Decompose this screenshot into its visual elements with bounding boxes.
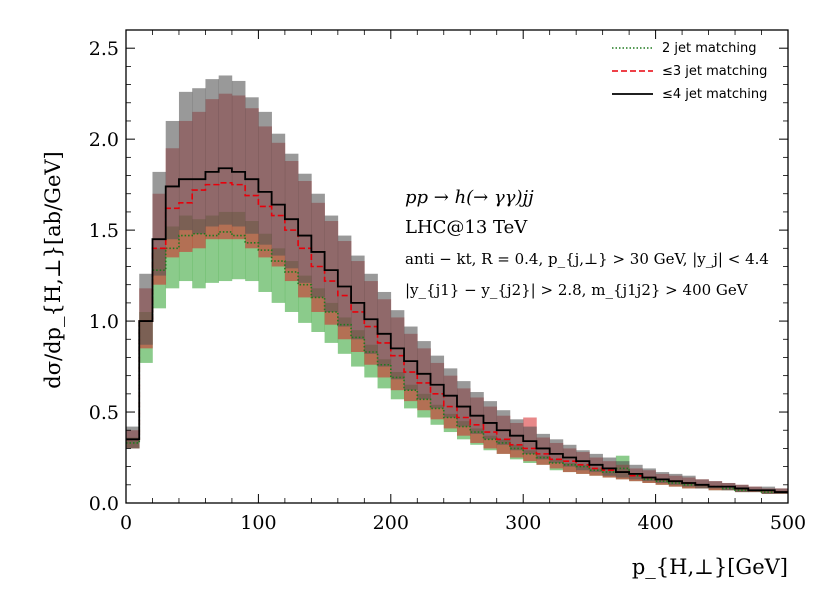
x-tick-label: 200 [373,512,409,534]
band-bin--4-jet-matching [298,173,312,283]
band-bin--4-jet-matching [496,410,511,445]
band-bin--4-jet-matching [245,97,259,234]
y-tick-label: 1.5 [89,220,119,242]
y-tick-label: 2.5 [89,38,119,60]
band-bin--4-jet-matching [231,80,246,227]
x-tick-label: 300 [505,512,541,534]
band-bin--4-jet-matching [258,111,272,245]
band-bin--4-jet-matching [324,215,339,312]
band-bin--4-jet-matching [152,171,167,276]
band-bin--4-jet-matching [178,91,193,231]
legend: 2 jet matching ≤3 jet matching ≤4 jet matc… [612,41,767,102]
band-bin--4-jet-matching [509,419,524,451]
band-bin--4-jet-matching [629,464,643,480]
axis-ticks [125,30,789,504]
annotation-collider: LHC@13 TeV [405,217,528,238]
band-bin--4-jet-matching [774,488,789,494]
legend-label: ≤3 jet matching [662,64,767,79]
band-bin--4-jet-matching [602,457,617,476]
band-bin--4-jet-matching [470,392,484,434]
band-bin--4-jet-matching [682,475,696,487]
band-bin--4-jet-matching [139,273,153,345]
band-bin--4-jet-matching [390,310,405,380]
band-bin--4-jet-matching [443,368,458,418]
annotation-vbf-cuts: |y_{j1} − y_{j2}| > 2.8, m_{j1j2} > 400 … [405,281,749,299]
x-axis-title: p_{H,⊥}[GeV] [632,555,788,579]
y-tick-label: 0.0 [89,493,119,515]
band-bin--4-jet-matching [311,193,325,298]
y-tick-label: 0.5 [89,402,119,424]
band-bin--4-jet-matching [377,291,392,367]
band-bin--4-jet-matching [562,444,577,467]
band-bin--4-jet-matching [457,381,471,427]
band-bin--4-jet-matching [748,486,762,493]
band-bin--4-jet-matching [165,120,180,240]
band-bin--4-jet-matching [126,426,140,449]
annotation-jet-cuts: anti − kt, R = 0.4, p_{j,⊥} > 30 GeV, |y… [405,250,769,268]
band-bin--4-jet-matching [218,75,233,225]
band-bin--4-jet-matching [205,79,219,227]
band-bin--4-jet-matching [523,426,537,454]
band-bin--4-jet-matching [483,401,498,440]
legend-label: 2 jet matching [662,41,756,56]
band-bin--4-jet-matching [708,481,723,489]
series-line--4-jet-matching [126,167,788,493]
x-tick-label: 400 [637,512,673,534]
x-tick-label: 100 [240,512,276,534]
y-axis-title: dσ/dp_{H,⊥}[ab/GeV] [41,151,65,389]
band-bin--4-jet-matching [417,341,431,400]
band-bin--4-jet-matching [536,433,550,460]
band-bin--4-jet-matching [589,453,603,473]
legend-label: ≤4 jet matching [662,87,767,102]
y-tick-label: 1.0 [89,311,119,333]
band-bin--4-jet-matching [337,235,352,327]
band-bin--4-jet-matching [430,355,445,409]
x-tick-label: 500 [770,512,806,534]
series-line-2-jet-matching [126,231,788,493]
band-bin--4-jet-matching [364,273,378,354]
band-bin--4-jet-matching [271,133,286,256]
band-bin--4-jet-matching [404,326,418,391]
band-bin--4-jet-matching [351,255,365,340]
band-bin--4-jet-matching [192,88,206,234]
band-bin--4-jet-matching [615,461,630,478]
band-bin--4-jet-matching [549,439,564,463]
tick-labels: 0 100 200 300 400 500 0.0 0.5 1.0 1.5 2.0 2.5 [89,38,806,534]
y-tick-label: 2.0 [89,129,119,151]
series-lines [126,167,788,493]
x-tick-label: 0 [120,512,132,534]
band-bin--4-jet-matching [695,479,709,489]
band-bin--4-jet-matching [655,472,670,483]
uncertainty-bands [126,75,789,494]
band-bin--4-jet-matching [668,473,683,485]
annotation-process: pp → h(→ γγ)jj [405,187,534,208]
band-bin--4-jet-matching [284,153,299,269]
